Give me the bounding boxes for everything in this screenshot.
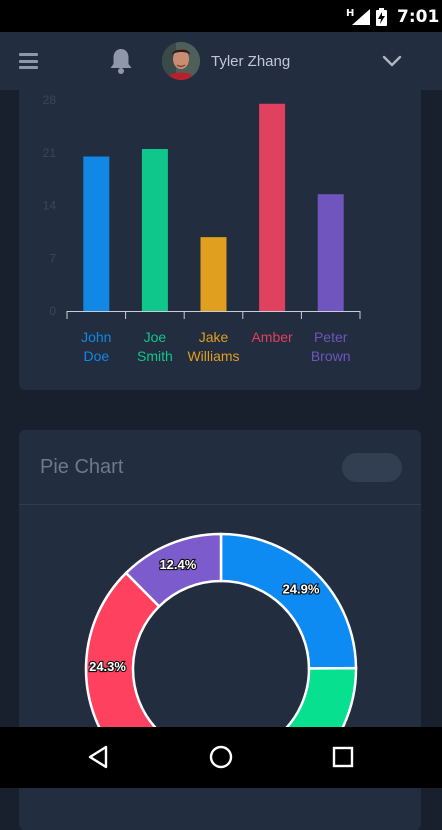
pie-slice[interactable] [219, 532, 358, 670]
card-divider [19, 504, 421, 505]
back-icon[interactable] [86, 744, 110, 770]
bar[interactable] [317, 194, 344, 311]
x-tick-label: Doe [83, 348, 109, 364]
avatar[interactable] [162, 42, 200, 80]
x-tick-label: Jake [199, 329, 229, 345]
network-type: H [346, 8, 355, 19]
bar[interactable] [200, 237, 227, 311]
chevron-down-icon[interactable] [381, 54, 403, 68]
bar-chart: 0 7 14 21 28 John Doe Joe Smith Jake Williams Amber… [43, 93, 361, 364]
pie-slice[interactable] [124, 532, 223, 609]
recents-icon[interactable] [331, 744, 355, 770]
x-tick-label: John [81, 329, 111, 345]
battery-charging-icon [376, 8, 387, 26]
status-time: 7:01 [397, 7, 440, 27]
menu-icon[interactable] [19, 53, 38, 69]
signal-icon [352, 9, 370, 25]
navigation-bar [0, 727, 442, 788]
x-tick-label: Peter [314, 329, 348, 345]
slice-label: 24.9% [283, 581, 320, 596]
home-icon[interactable] [208, 744, 234, 770]
card-title: Pie Chart [40, 456, 124, 478]
x-tick-label: Amber [251, 329, 293, 345]
user-name[interactable]: Tyler Zhang [211, 53, 291, 70]
slice-label: 12.4% [159, 557, 196, 572]
y-tick-label: 14 [43, 199, 57, 213]
avatar-image [162, 42, 200, 80]
y-tick-label: 28 [43, 93, 57, 107]
pie-slice[interactable] [279, 666, 358, 727]
y-tick-label: 0 [49, 304, 56, 318]
y-tick-label: 21 [43, 146, 57, 160]
x-tick-label: Smith [137, 348, 173, 364]
x-tick-label: Joe [144, 329, 167, 345]
bar[interactable] [141, 148, 168, 311]
chart-toggle[interactable] [342, 453, 402, 482]
bell-icon[interactable] [108, 47, 134, 75]
y-tick-label: 7 [49, 251, 56, 265]
status-bar: H 7:01 [0, 0, 442, 32]
x-tick-label: Williams [187, 348, 239, 364]
slice-label: 24.3% [89, 659, 126, 674]
x-tick-label: Brown [311, 348, 351, 364]
pie-chart: 24.9% 24.3% 12.4% [84, 532, 358, 727]
bar[interactable] [83, 156, 110, 311]
bar[interactable] [259, 103, 286, 311]
